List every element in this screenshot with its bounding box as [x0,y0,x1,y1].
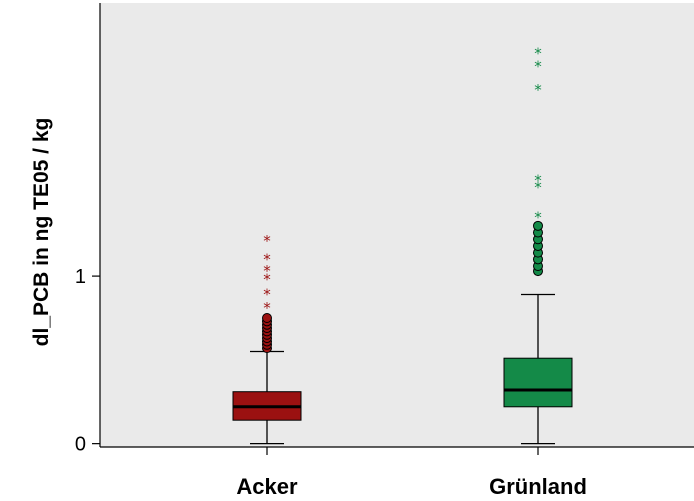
y-axis-label: dl_PCB in ng TE05 / kg [30,118,53,347]
extreme-point: * [534,208,542,226]
plot-area [100,3,694,447]
extreme-point: * [534,178,542,196]
outlier-point [533,220,543,231]
extreme-point: * [263,232,271,250]
box-grnland [503,357,573,408]
extreme-point: * [263,299,271,317]
extreme-point: * [534,81,542,99]
extreme-point: * [534,44,542,62]
extreme-point: * [263,270,271,288]
extreme-point: * [534,172,542,190]
outlier-point [262,312,272,323]
extreme-point: * [534,58,542,76]
extreme-point: * [263,286,271,304]
x-tick-label-grnland: Grünland [489,474,587,499]
y-tick-label: 1 [75,266,86,288]
y-tick-label: 0 [75,434,86,456]
extreme-point: * [263,262,271,280]
x-tick-label-acker: Acker [236,474,298,499]
extreme-point: * [263,250,271,268]
